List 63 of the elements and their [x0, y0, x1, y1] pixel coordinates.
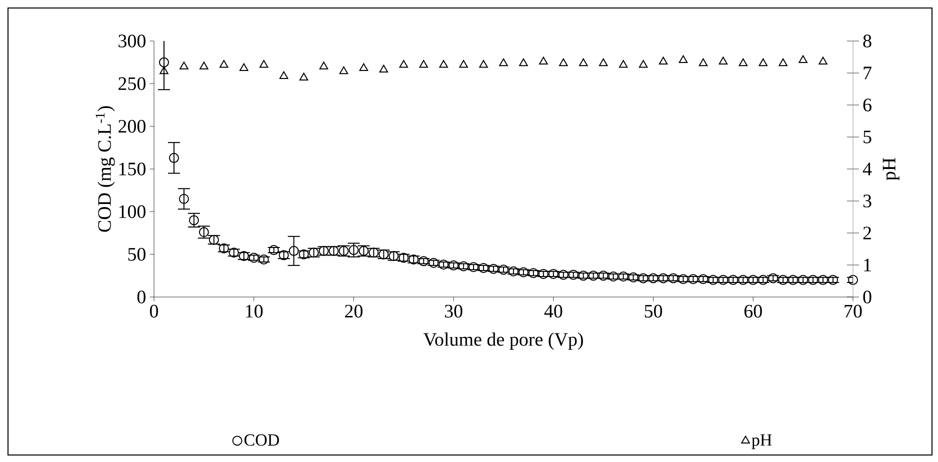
x-tick-label: 50 — [644, 304, 662, 318]
point — [399, 60, 408, 68]
point — [718, 56, 728, 65]
y-axis-title: COD (mg C.L$^{-1}$) — [96, 106, 115, 232]
point — [658, 56, 668, 65]
point — [279, 71, 288, 79]
y2-tick-label: 7 — [864, 66, 872, 80]
y2-tick-label: 2 — [863, 226, 871, 240]
point — [758, 58, 768, 66]
point — [818, 56, 828, 65]
point — [578, 58, 588, 66]
y2-tick-label: 3 — [863, 194, 872, 208]
point — [598, 58, 608, 66]
x-tick-label: 20 — [345, 304, 362, 318]
legend-label: COD — [244, 434, 279, 446]
x-tick-label: 30 — [444, 304, 462, 318]
x-tick-label: 0 — [150, 304, 158, 318]
point — [359, 63, 368, 71]
point — [539, 56, 548, 65]
point — [638, 60, 648, 68]
point — [319, 62, 328, 70]
point — [239, 63, 248, 71]
y-tick-label: 300 — [118, 34, 146, 48]
point — [259, 60, 268, 68]
point — [559, 58, 568, 66]
point — [738, 58, 748, 66]
x-tick-label: 40 — [544, 304, 562, 318]
point — [200, 62, 208, 70]
point — [180, 62, 188, 70]
point — [479, 60, 488, 68]
y2-tick-label: 6 — [863, 98, 872, 112]
point — [678, 55, 688, 63]
point — [439, 60, 448, 68]
point — [299, 72, 308, 81]
point — [160, 66, 168, 74]
x-tick-label: 60 — [744, 304, 762, 318]
point — [618, 60, 628, 68]
point — [220, 60, 228, 68]
y2-tick-label: 8 — [863, 34, 872, 48]
point — [778, 58, 788, 66]
y-tick-label: 150 — [119, 162, 146, 176]
y-tick-label: 250 — [118, 77, 146, 90]
point — [459, 60, 468, 68]
y2-tick-label: 5 — [864, 130, 872, 144]
y-tick-label: 200 — [118, 120, 146, 133]
y2-tick-label: 0 — [863, 290, 872, 304]
point — [379, 64, 388, 73]
x-tick-label: 10 — [246, 304, 263, 318]
point — [519, 58, 528, 66]
y-tick-label: 0 — [137, 290, 146, 304]
x-tick-label: 70 — [844, 304, 862, 318]
y-tick-label: 100 — [119, 205, 146, 218]
point — [499, 58, 508, 66]
legend-label: pH — [752, 434, 772, 450]
point — [798, 55, 808, 63]
y-tick-label: 50 — [128, 248, 146, 261]
point — [419, 60, 428, 68]
y2-axis-title: pH — [882, 158, 900, 180]
point — [698, 58, 708, 66]
x-axis-title: Volume de pore (Vp) — [423, 332, 583, 350]
point — [339, 66, 348, 74]
y2-tick-label: 4 — [862, 162, 872, 176]
y2-tick-label: 1 — [864, 258, 871, 272]
